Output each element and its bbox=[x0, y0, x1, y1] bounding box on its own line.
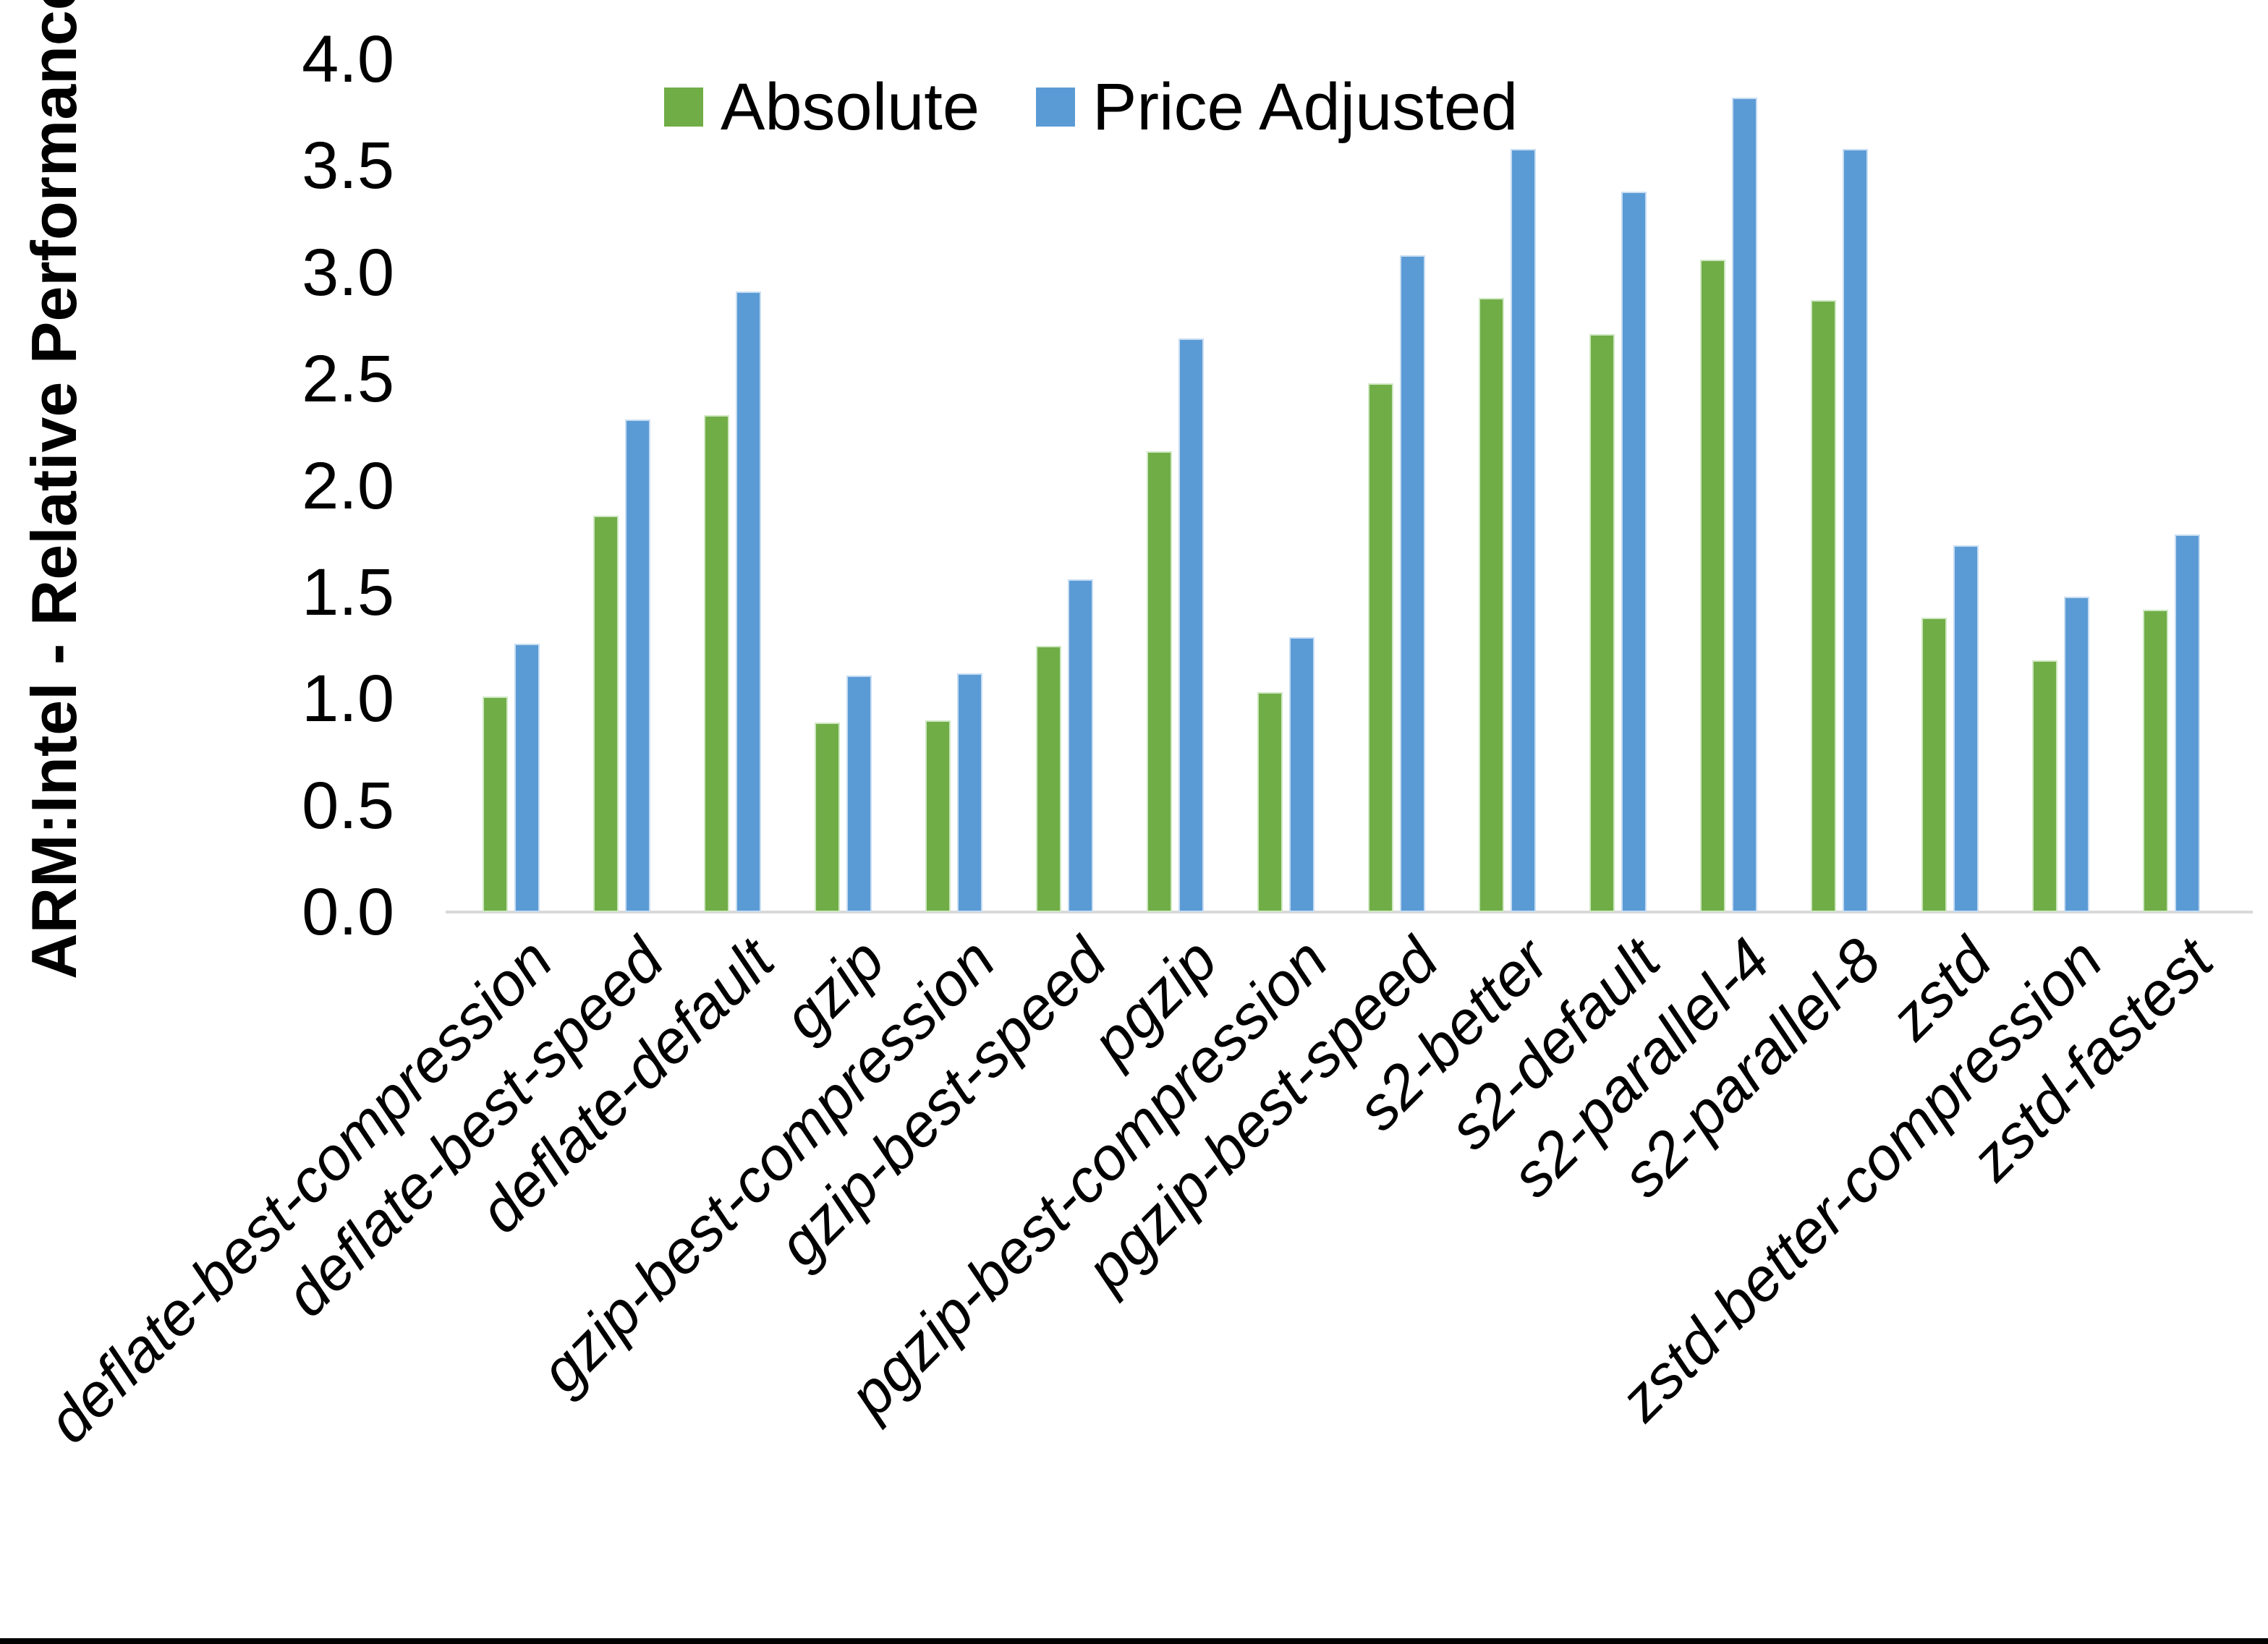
bar-absolute-deflate-best-speed bbox=[593, 515, 619, 912]
y-tick-label: 0.5 bbox=[302, 768, 394, 843]
bar-price-adjusted-zstd-fastest bbox=[2175, 534, 2200, 912]
bar-price-adjusted-deflate-best-compression bbox=[514, 643, 540, 912]
y-axis-title: ARM:Intel - Relative Performance bbox=[18, 0, 90, 979]
bar-price-adjusted-s2-default bbox=[1621, 191, 1647, 912]
category-group-gzip-best-compression bbox=[899, 59, 1009, 912]
legend-label: Absolute bbox=[721, 70, 980, 144]
bar-price-adjusted-zstd bbox=[1953, 545, 1979, 912]
bar-absolute-gzip-best-compression bbox=[925, 720, 951, 912]
bar-price-adjusted-pgzip bbox=[1178, 338, 1204, 912]
category-group-deflate-best-speed bbox=[566, 59, 677, 912]
y-tick-label: 1.5 bbox=[302, 555, 394, 629]
legend-label: Price Adjusted bbox=[1092, 70, 1519, 144]
bar-price-adjusted-deflate-default bbox=[736, 291, 761, 912]
bar-price-adjusted-gzip-best-speed bbox=[1068, 579, 1093, 912]
bar-absolute-zstd-fastest bbox=[2143, 609, 2168, 912]
category-group-pgzip bbox=[1120, 59, 1231, 912]
legend-item-price-adjusted: Price Adjusted bbox=[1036, 74, 1518, 140]
legend-swatch-icon bbox=[664, 88, 703, 127]
bar-absolute-gzip-best-speed bbox=[1036, 645, 1061, 912]
plot-area bbox=[456, 59, 2227, 912]
bar-price-adjusted-deflate-best-speed bbox=[625, 419, 650, 912]
bar-absolute-deflate-default bbox=[704, 415, 729, 912]
bar-absolute-s2-default bbox=[1589, 334, 1615, 912]
category-group-pgzip-best-speed bbox=[1341, 59, 1452, 912]
bar-absolute-s2-better bbox=[1479, 298, 1504, 912]
bar-price-adjusted-s2-parallel-8 bbox=[1843, 148, 1868, 912]
category-group-s2-better bbox=[1452, 59, 1563, 912]
category-group-gzip bbox=[788, 59, 899, 912]
bar-absolute-s2-parallel-8 bbox=[1811, 300, 1836, 912]
bar-absolute-zstd-better-compression bbox=[2032, 660, 2057, 912]
x-axis-line bbox=[446, 911, 2253, 913]
y-tick-label: 4.0 bbox=[302, 22, 394, 96]
category-group-s2-parallel-4 bbox=[1673, 59, 1784, 912]
category-group-pgzip-best-compression bbox=[1231, 59, 1341, 912]
bar-absolute-gzip bbox=[815, 722, 840, 912]
category-group-deflate-best-compression bbox=[456, 59, 566, 912]
category-group-zstd bbox=[1895, 59, 2005, 912]
category-group-zstd-better-compression bbox=[2005, 59, 2116, 912]
bar-price-adjusted-s2-better bbox=[1511, 148, 1536, 912]
bar-absolute-pgzip-best-compression bbox=[1257, 692, 1283, 912]
y-tick-label: 2.5 bbox=[302, 342, 394, 417]
bar-absolute-deflate-best-compression bbox=[483, 697, 508, 912]
y-tick-label: 2.0 bbox=[302, 448, 394, 523]
legend: Absolute Price Adjusted bbox=[664, 74, 1518, 140]
bar-price-adjusted-gzip-best-compression bbox=[957, 673, 982, 912]
y-tick-label: 3.5 bbox=[302, 129, 394, 203]
bar-price-adjusted-pgzip-best-compression bbox=[1289, 636, 1314, 912]
bar-price-adjusted-zstd-better-compression bbox=[2064, 596, 2089, 912]
bar-absolute-pgzip-best-speed bbox=[1368, 383, 1393, 912]
bottom-border bbox=[0, 1638, 2268, 1644]
legend-item-absolute: Absolute bbox=[664, 74, 980, 140]
category-group-deflate-default bbox=[677, 59, 788, 912]
bar-absolute-zstd bbox=[1921, 618, 1947, 912]
legend-swatch-icon bbox=[1036, 88, 1076, 127]
category-group-zstd-fastest bbox=[2116, 59, 2227, 912]
category-group-s2-parallel-8 bbox=[1784, 59, 1895, 912]
y-tick-label: 1.0 bbox=[302, 662, 394, 736]
y-tick-label: 0.0 bbox=[302, 875, 394, 949]
bar-price-adjusted-pgzip-best-speed bbox=[1400, 255, 1425, 912]
category-group-s2-default bbox=[1563, 59, 1673, 912]
bar-absolute-pgzip bbox=[1147, 451, 1172, 912]
bar-price-adjusted-gzip bbox=[846, 675, 872, 912]
bar-price-adjusted-s2-parallel-4 bbox=[1732, 98, 1757, 912]
category-group-gzip-best-speed bbox=[1009, 59, 1120, 912]
bar-absolute-s2-parallel-4 bbox=[1700, 260, 1725, 912]
y-tick-label: 3.0 bbox=[302, 235, 394, 310]
